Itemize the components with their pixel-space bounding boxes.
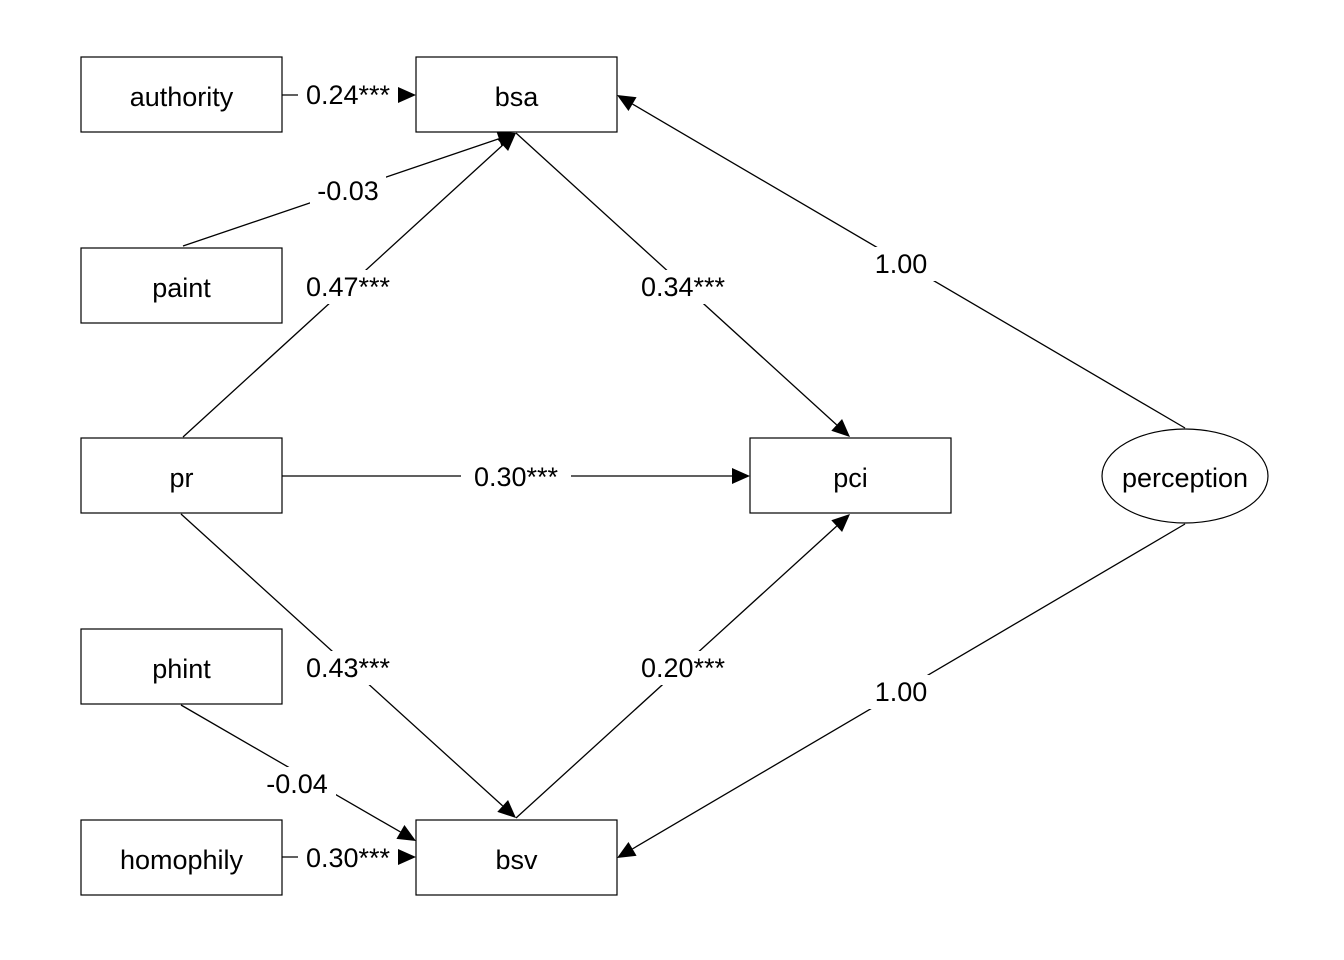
node-paint: paint — [80, 247, 283, 324]
node-authority: authority — [80, 56, 283, 133]
edge-label-paint-bsa: -0.03 — [317, 176, 379, 206]
edge-label-perception-bsv: 1.00 — [875, 677, 928, 707]
node-homophily: homophily — [80, 819, 283, 896]
node-bsv-label: bsv — [495, 845, 538, 875]
edge-label-bsa-pci: 0.34*** — [641, 272, 726, 302]
arrowhead-phint-bsv — [396, 825, 416, 841]
edge-label-bg-perception-bsv — [866, 675, 936, 709]
arrowhead-perception-bsv — [617, 841, 637, 858]
edge-label-authority-bsa: 0.24*** — [306, 80, 391, 110]
node-paint-label: paint — [152, 273, 211, 303]
node-perception: perception — [1101, 428, 1269, 524]
edge-label-bg-bsv-pci — [633, 651, 733, 685]
nodes-layer: authority paint pr phint homophily bsa b… — [80, 56, 1269, 896]
arrowhead-pr-pci — [732, 468, 750, 484]
edge-label-bg-paint-bsa — [310, 174, 386, 208]
edge-label-phint-bsv: -0.04 — [266, 769, 328, 799]
node-pci: pci — [749, 437, 952, 514]
edge-label-bg-pr-pci — [461, 460, 571, 494]
edge-label-pr-bsv: 0.43*** — [306, 653, 391, 683]
edge-label-bsv-pci: 0.20*** — [641, 653, 726, 683]
edge-label-bg-pr-bsv — [298, 651, 398, 685]
edge-label-bg-pr-bsa — [298, 270, 398, 304]
arrowhead-pr-bsv — [497, 799, 516, 818]
node-perception-label: perception — [1122, 463, 1248, 493]
node-phint: phint — [80, 628, 283, 705]
edge-label-bg-authority-bsa — [298, 78, 398, 112]
node-bsa: bsa — [415, 56, 618, 133]
edge-label-bg-bsa-pci — [633, 270, 733, 304]
edge-label-bg-homophily-bsv — [298, 841, 398, 875]
node-authority-label: authority — [130, 82, 234, 112]
edge-label-perception-bsa: 1.00 — [875, 249, 928, 279]
node-pci-label: pci — [833, 463, 868, 493]
arrowhead-pr-bsa — [497, 133, 516, 152]
edge-label-pr-bsa: 0.47*** — [306, 272, 391, 302]
node-bsa-label: bsa — [495, 82, 540, 112]
node-pr-label: pr — [169, 463, 193, 493]
arrowhead-bsa-pci — [831, 418, 850, 437]
edge-label-homophily-bsv: 0.30*** — [306, 843, 391, 873]
arrowhead-bsv-pci — [831, 514, 850, 533]
node-bsv: bsv — [415, 819, 618, 896]
node-phint-label: phint — [152, 654, 211, 684]
arrowhead-perception-bsa — [617, 95, 637, 112]
node-pr: pr — [80, 437, 283, 514]
edge-labels-layer: 0.24*** -0.03 0.47*** 0.34*** 1.00 0.30*** 0.4… — [258, 78, 936, 875]
edge-label-pr-pci: 0.30*** — [474, 462, 559, 492]
edge-label-bg-phint-bsv — [258, 767, 336, 801]
arrowhead-homophily-bsv — [398, 849, 416, 865]
node-homophily-label: homophily — [120, 845, 244, 875]
edge-label-bg-perception-bsa — [866, 247, 936, 281]
arrowhead-authority-bsa — [398, 87, 416, 103]
